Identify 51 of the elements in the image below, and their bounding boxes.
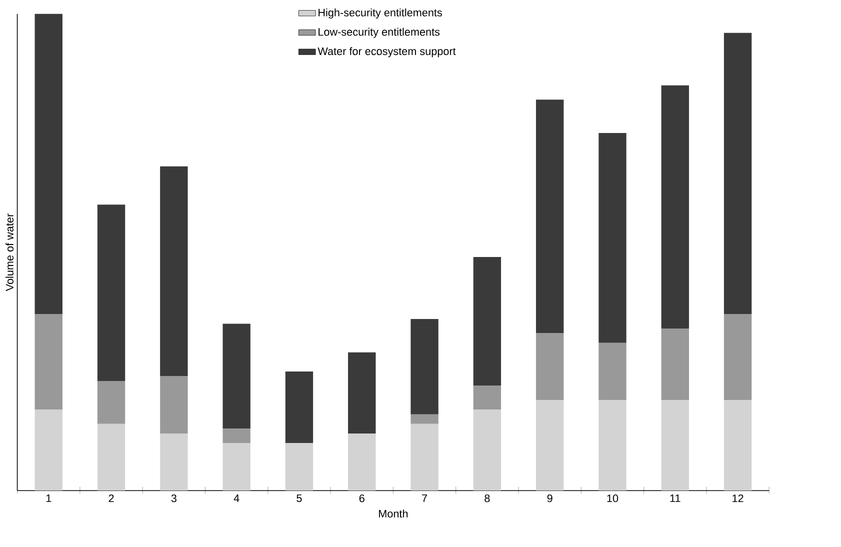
bar: [661, 328, 689, 400]
bar: [285, 442, 314, 491]
bar: [97, 424, 126, 491]
bar: [348, 352, 376, 434]
bar: [410, 318, 438, 414]
y-axis-title: Volume of water: [6, 214, 14, 292]
bar: [285, 371, 314, 443]
x-tick-label: 1: [46, 494, 52, 502]
bar: [34, 314, 62, 410]
bar: [222, 442, 250, 491]
bar: [598, 133, 626, 343]
legend-label: Water for ecosystem support: [318, 47, 456, 58]
bar: [222, 324, 250, 429]
x-tick-label: 5: [296, 494, 302, 502]
bar: [536, 333, 564, 400]
x-axis-title: Month: [379, 510, 408, 518]
bar: [473, 257, 502, 386]
bar: [34, 410, 62, 491]
bar: [222, 428, 250, 443]
bar: [97, 204, 126, 381]
bar: [473, 410, 502, 491]
bar: [536, 100, 564, 334]
x-tick-label: 9: [547, 494, 552, 502]
legend-label: Low-security entitlements: [318, 28, 440, 38]
bar: [410, 414, 438, 424]
bar: [661, 85, 689, 329]
bar: [160, 376, 188, 434]
bar: [724, 400, 752, 491]
bar: [598, 400, 626, 491]
x-tick-label: 3: [171, 494, 176, 502]
bar: [473, 386, 502, 410]
bar: [598, 342, 626, 400]
x-tick-label: 12: [732, 494, 744, 502]
bar: [536, 400, 564, 491]
x-tick-label: 8: [484, 494, 490, 502]
bar: [160, 166, 188, 376]
bar: [724, 32, 752, 314]
bar: [34, 14, 62, 314]
bar: [348, 433, 376, 491]
bar: [724, 314, 752, 400]
x-tick-label: 11: [670, 494, 680, 502]
legend-label: High-security entitlements: [318, 8, 442, 19]
x-tick-label: 6: [359, 494, 364, 502]
x-tick-label: 7: [422, 494, 428, 502]
x-tick-label: 2: [108, 494, 114, 502]
bar: [661, 400, 689, 491]
x-tick-label: 10: [607, 494, 618, 502]
bar: [410, 424, 438, 491]
bar: [160, 433, 188, 491]
bar: [97, 380, 126, 424]
x-tick-label: 4: [234, 494, 240, 502]
